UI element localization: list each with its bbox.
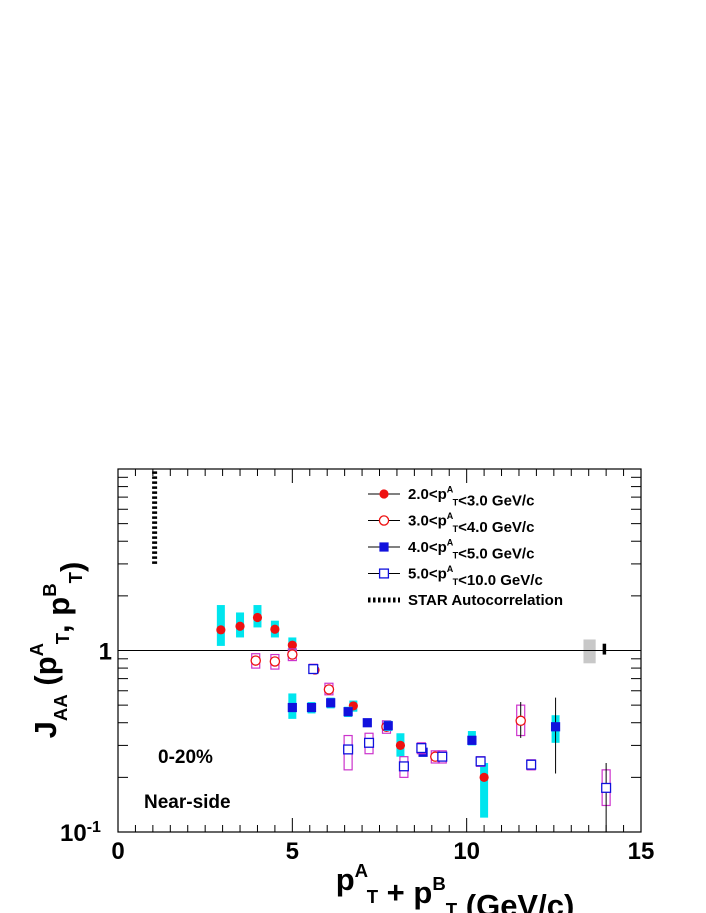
- data-point: [287, 649, 298, 660]
- y-tick-label: 10-1: [60, 819, 101, 847]
- data-point: [343, 707, 353, 717]
- legend-label: 5.0<pAT<10.0 GeV/c: [408, 564, 543, 589]
- x-tick-label: 10: [453, 838, 480, 865]
- sys-box: [480, 762, 489, 818]
- legend-label: 2.0<pAT<3.0 GeV/c: [408, 485, 534, 510]
- data-point: [306, 702, 317, 713]
- legend: 2.0<pAT<3.0 GeV/c3.0<pAT<4.0 GeV/c4.0<pA…: [368, 485, 563, 609]
- legend-label: 4.0<pAT<5.0 GeV/c: [408, 538, 534, 563]
- legend-marker: [378, 568, 390, 579]
- legend-marker: [379, 542, 389, 552]
- legend-label: STAR Autocorrelation: [408, 592, 563, 609]
- data-point: [326, 698, 336, 708]
- data-point: [270, 624, 280, 634]
- data-point: [308, 664, 319, 675]
- global-uncertainty-box: [583, 639, 596, 664]
- data-point: [550, 722, 561, 732]
- annotations: 0-20% Near-side: [144, 747, 231, 813]
- data-point: [287, 640, 297, 650]
- y-axis-title: JAA (pAT, pBT): [26, 562, 89, 739]
- centrality-label: 0-20%: [158, 747, 213, 768]
- series-4: [308, 663, 612, 832]
- data-point: [601, 782, 612, 793]
- x-tick-label: 0: [111, 838, 124, 865]
- data-point: [323, 684, 335, 695]
- axes-layer: 0 5 10 15 1 10-1 pAT + pBT (GeV/c) JAA (pAT, pB…: [26, 468, 655, 913]
- data-point: [235, 621, 245, 631]
- data-point: [515, 715, 526, 727]
- data-point: [475, 756, 486, 767]
- data-point: [416, 743, 427, 754]
- data-point: [395, 740, 406, 751]
- data-point: [437, 751, 448, 762]
- data-point: [526, 759, 537, 770]
- data-point: [250, 655, 261, 666]
- x-tick-label: 15: [628, 838, 655, 865]
- plot-layer: [118, 469, 641, 832]
- legend-marker: [378, 515, 390, 526]
- data-point: [363, 737, 375, 748]
- data-point: [269, 656, 281, 667]
- x-axis-title: pAT + pBT (GeV/c): [336, 860, 575, 913]
- data-point: [467, 735, 477, 745]
- data-point: [398, 761, 409, 772]
- region-label: Near-side: [144, 792, 231, 813]
- legend-label: 3.0<pAT<4.0 GeV/c: [408, 511, 534, 536]
- data-point: [216, 625, 226, 635]
- data-point: [287, 702, 297, 713]
- data-point: [343, 744, 354, 755]
- data-point: [479, 772, 489, 782]
- data-point: [362, 718, 372, 728]
- legend-marker: [379, 489, 389, 499]
- data-point: [252, 612, 263, 623]
- x-tick-label: 5: [286, 838, 299, 865]
- y-tick-label: 1: [99, 639, 112, 666]
- data-point: [383, 721, 393, 731]
